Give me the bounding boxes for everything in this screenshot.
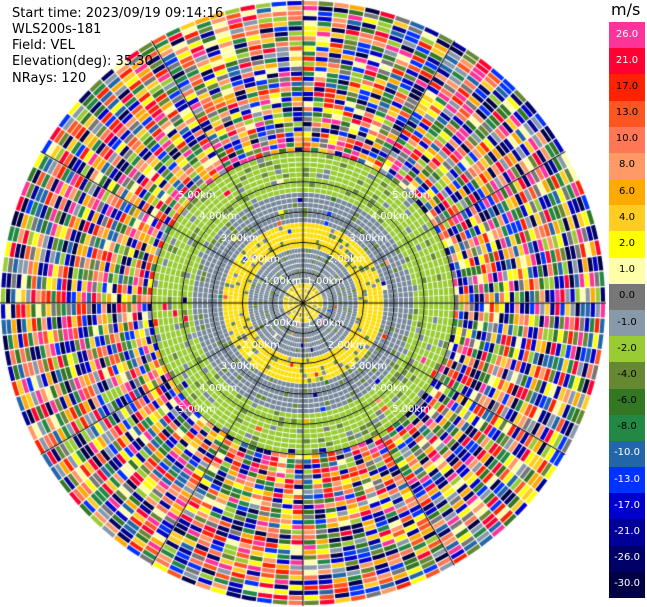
field-text: Field: VEL xyxy=(12,38,75,53)
colorbar-tick-label: 13.0 xyxy=(615,107,639,119)
colorbar-tick-label: 10.0 xyxy=(615,133,639,145)
nrays-text: NRays: 120 xyxy=(12,71,87,86)
range-ring-label: 2.00km xyxy=(327,254,366,266)
colorbar-tick-label: -21.0 xyxy=(614,526,640,537)
range-ring-label: 5.00km xyxy=(392,189,430,201)
range-ring-label: 1.00km xyxy=(306,318,345,330)
colorbar-swatch xyxy=(609,440,645,468)
colorbar-swatch xyxy=(609,283,645,311)
elevation-text: Elevation(deg): 35.30 xyxy=(12,54,153,69)
colorbar-swatch xyxy=(609,100,645,128)
range-ring-label: 2.00km xyxy=(242,254,280,266)
colorbar-swatch xyxy=(609,519,645,547)
range-ring-label: 1.00km xyxy=(306,275,345,287)
range-ring-label: 1.00km xyxy=(263,318,302,330)
colorbar-tick-label: -17.0 xyxy=(614,499,640,511)
colorbar-tick-label: -26.0 xyxy=(614,552,640,564)
range-ring-label: 4.00km xyxy=(199,382,238,394)
colorbar-swatch xyxy=(609,74,645,102)
colorbar-swatch xyxy=(609,545,645,573)
colorbar-tick-label: 1.0 xyxy=(619,264,635,276)
range-ring-label: 4.00km xyxy=(370,211,409,223)
colorbar-tick-label: 21.0 xyxy=(615,54,639,66)
colorbar-swatch xyxy=(609,414,645,442)
colorbar-tick-label: 6.0 xyxy=(619,185,635,197)
colorbar-tick-label: 17.0 xyxy=(615,80,639,92)
range-ring-label: 2.00km xyxy=(327,339,366,351)
colorbar-swatch xyxy=(609,231,645,259)
colorbar-tick-label: -8.0 xyxy=(617,421,637,433)
colorbar-tick-label: 0.0 xyxy=(619,290,635,302)
range-ring-label: 4.00km xyxy=(199,211,238,223)
colorbar-tick-label: 2.0 xyxy=(619,238,635,249)
colorbar-tick-label: 26.0 xyxy=(615,28,639,40)
colorbar-tick-label: -4.0 xyxy=(617,368,637,380)
colorbar-swatch xyxy=(609,152,645,180)
colorbar-swatch xyxy=(609,336,645,363)
colorbar-swatch xyxy=(609,467,645,494)
colorbar-tick-label: -2.0 xyxy=(617,342,637,354)
colorbar-tick-label: -1.0 xyxy=(617,316,637,328)
range-ring-label: 3.00km xyxy=(220,361,259,373)
range-ring-label: 1.00km xyxy=(263,275,302,287)
colorbar-swatch xyxy=(609,179,645,206)
range-ring-label: 4.00km xyxy=(370,382,409,394)
colorbar-swatch xyxy=(609,571,645,599)
colorbar-swatch xyxy=(609,48,645,75)
range-ring-label: 3.00km xyxy=(220,232,259,244)
colorbar-tick-label: 8.0 xyxy=(619,159,635,171)
colorbar-tick-label: 4.0 xyxy=(619,211,635,223)
range-ring-label: 3.00km xyxy=(349,232,388,244)
colorbar-swatch xyxy=(609,205,645,232)
colorbar-swatch xyxy=(609,362,645,390)
range-ring-label: 5.00km xyxy=(177,404,216,416)
colorbar-swatch xyxy=(609,388,645,416)
colorbar-unit: m/s xyxy=(611,0,641,19)
instrument-text: WLS200s-181 xyxy=(12,22,102,37)
colorbar-swatch xyxy=(609,126,645,154)
range-ring-label: 5.00km xyxy=(392,404,430,416)
colorbar-tick-label: -13.0 xyxy=(614,473,640,485)
colorbar-tick-label: -30.0 xyxy=(614,578,640,590)
colorbar-swatch xyxy=(609,493,645,520)
colorbar-tick-label: -6.0 xyxy=(617,395,637,407)
colorbar-swatch xyxy=(609,22,645,49)
range-ring-label: 5.00km xyxy=(177,189,216,201)
colorbar-swatch xyxy=(609,257,645,285)
colorbar-swatch xyxy=(609,310,645,337)
range-ring-label: 3.00km xyxy=(349,361,388,373)
start-time-text: Start time: 2023/09/19 09:14:16 xyxy=(12,6,224,21)
range-ring-label: 2.00km xyxy=(242,339,280,351)
colorbar-tick-label: -10.0 xyxy=(614,447,640,459)
